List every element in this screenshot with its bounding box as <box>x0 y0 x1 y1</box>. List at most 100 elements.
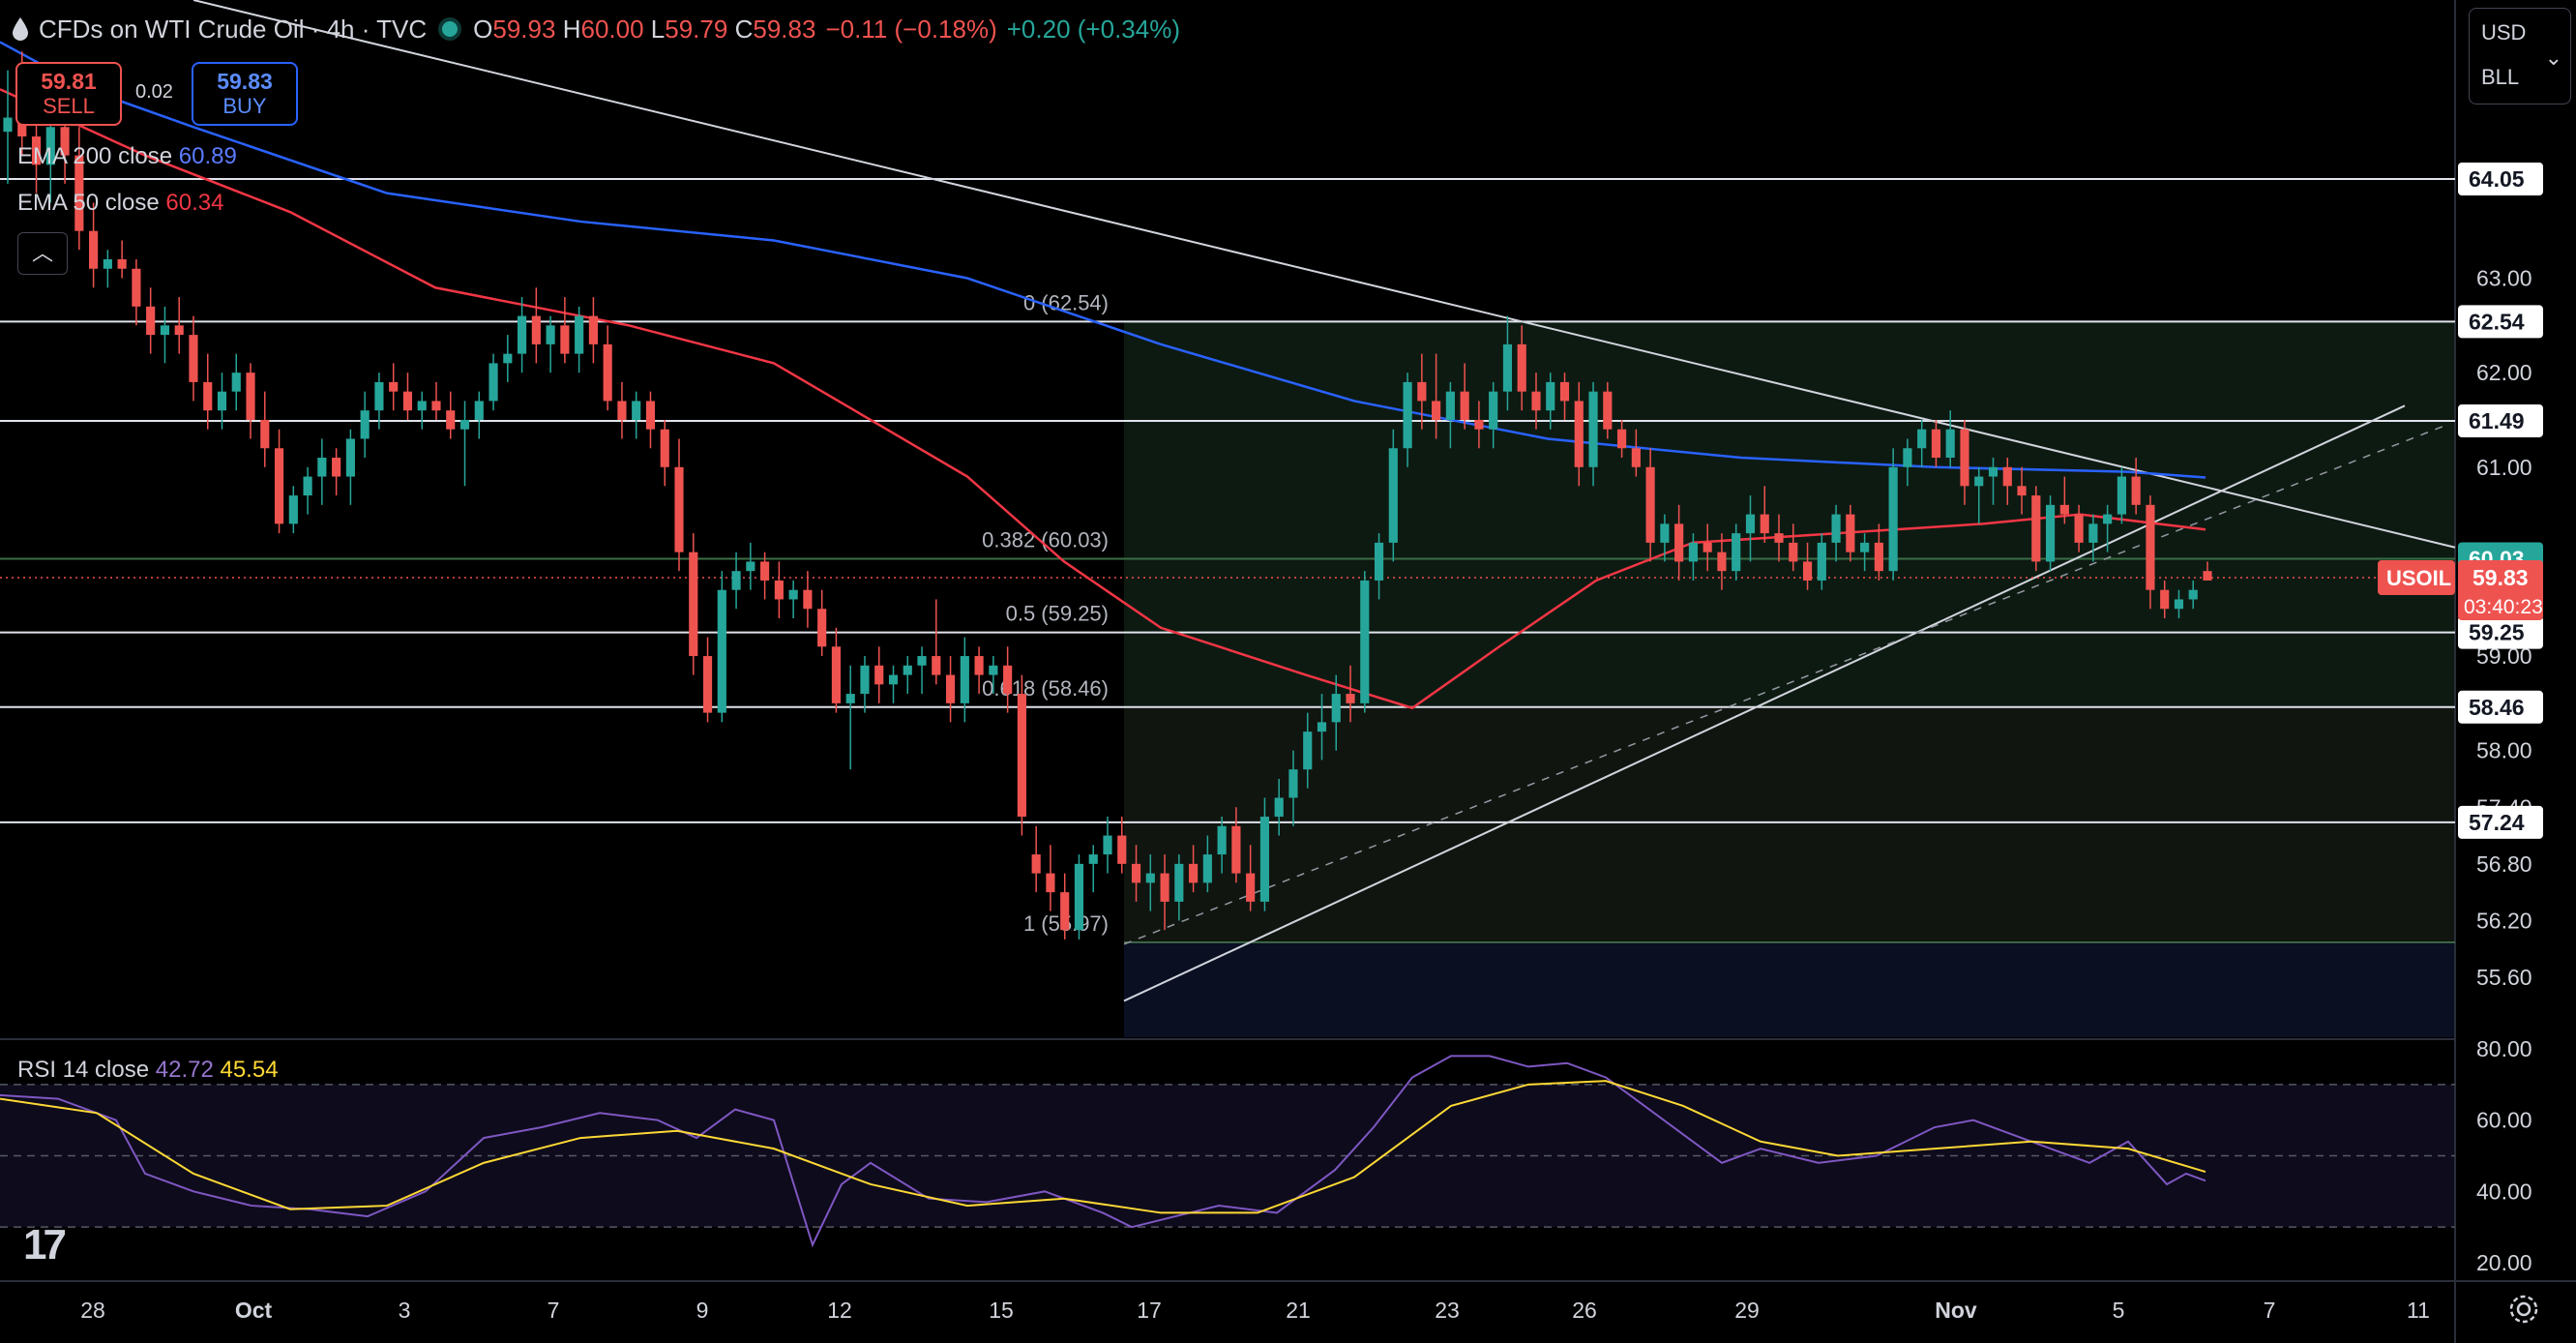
currency-unit-selector[interactable]: USD BLL ⌄ <box>2469 8 2571 104</box>
candle-body <box>1745 514 1756 534</box>
candle-body <box>518 315 527 354</box>
candle-body <box>1031 854 1041 874</box>
fib-label: 0.5 (59.25) <box>1006 602 1109 626</box>
buy-button[interactable]: 59.83 BUY <box>192 62 298 126</box>
candle-body <box>1717 552 1727 572</box>
fib-zone-lower <box>1124 706 2455 942</box>
candle-body <box>3 117 13 133</box>
candle-body <box>989 665 998 675</box>
candle-body <box>2074 514 2084 543</box>
candle-body <box>217 391 227 411</box>
rsi-axis-tick: 60.00 <box>2476 1108 2532 1133</box>
chevron-down-icon: ⌄ <box>2544 45 2562 70</box>
candle-body <box>817 609 827 647</box>
candle-body <box>1374 542 1384 581</box>
candle-body <box>1631 448 1641 467</box>
candle-body <box>2045 504 2056 562</box>
price-level-badge <box>2458 163 2543 195</box>
candle-body <box>1559 381 1570 402</box>
candle-body <box>1688 542 1698 562</box>
collapse-legend-button[interactable]: ︿ <box>17 232 68 275</box>
candle-body <box>1432 401 1441 420</box>
price-axis-tick: 56.20 <box>2476 908 2532 933</box>
candle-body <box>1588 391 1598 467</box>
candle-body <box>1360 580 1370 703</box>
candle-body <box>845 694 855 703</box>
candle-body <box>1517 343 1526 392</box>
candle-body <box>74 155 84 231</box>
candle-body <box>1774 533 1784 543</box>
ema200-legend[interactable]: EMA 200 close 60.89 <box>17 143 237 169</box>
candle-body <box>1331 694 1341 723</box>
candle-body <box>531 315 541 344</box>
spread-value: 0.02 <box>135 81 173 103</box>
price-level-label: 62.54 <box>2469 309 2525 334</box>
candle-body <box>2088 523 2098 543</box>
candle-body <box>2188 589 2198 600</box>
rsi-axis-tick: 20.00 <box>2476 1250 2532 1275</box>
candle-body <box>446 410 456 430</box>
candle-body <box>1703 542 1712 552</box>
tradingview-logo[interactable]: 17 <box>23 1221 67 1268</box>
ema50-legend[interactable]: EMA 50 close 60.34 <box>17 190 224 216</box>
candle-body <box>89 230 99 269</box>
candle-body <box>417 401 427 411</box>
symbol-badge <box>2378 560 2455 596</box>
candle-body <box>303 476 312 496</box>
candle-body <box>231 373 241 392</box>
candle-body <box>1645 466 1655 543</box>
candle-body <box>2131 476 2141 505</box>
candle-body <box>146 306 156 336</box>
oil-drop-icon <box>13 17 28 41</box>
candle-body <box>132 268 141 307</box>
candle-body <box>45 127 55 165</box>
price-level-label: 58.46 <box>2469 695 2525 720</box>
time-axis-tick: 3 <box>399 1298 411 1323</box>
candle-body <box>731 571 741 590</box>
price-level-badge <box>2458 305 2543 339</box>
price-level-badge <box>2458 690 2543 724</box>
candle-body <box>60 127 70 156</box>
candle-body <box>389 381 399 392</box>
time-axis-tick: 21 <box>1286 1298 1311 1323</box>
candle-body <box>831 646 842 703</box>
time-axis-tick: 28 <box>80 1298 105 1323</box>
unit-label: BLL <box>2481 65 2520 89</box>
candle-body <box>1303 731 1313 770</box>
fib-label: 0.618 (58.46) <box>982 676 1109 701</box>
price-level-badge <box>2458 615 2543 649</box>
candle-body <box>660 429 669 467</box>
candle-body <box>860 665 870 695</box>
symbol-title[interactable]: CFDs on WTI Crude Oil · 4h · TVC <box>39 14 428 44</box>
dashed-channel-line <box>1123 424 2448 945</box>
candle-body <box>1831 514 1841 543</box>
candle-body <box>31 136 42 165</box>
candle-body <box>1103 835 1112 855</box>
candle-body <box>1074 863 1084 931</box>
candle-body <box>1017 694 1026 818</box>
candle-body <box>1445 391 1455 420</box>
chart-header: CFDs on WTI Crude Oil · 4h · TVC O59.93 … <box>12 10 1180 48</box>
price-axis-tick: 58.00 <box>2476 738 2532 763</box>
gear-icon[interactable] <box>2507 1293 2540 1326</box>
time-axis-tick: 29 <box>1734 1298 1760 1323</box>
candle-body <box>1903 448 1912 467</box>
candle-body <box>960 656 969 703</box>
ohlc-readout: O59.93 H60.00 L59.79 C59.83 <box>473 14 816 44</box>
candle-body <box>2002 466 2012 487</box>
candle-body <box>503 353 513 364</box>
price-level-label: 64.05 <box>2469 166 2525 192</box>
candle-body <box>546 325 555 344</box>
candle-body <box>2174 599 2184 610</box>
candle-body <box>1489 391 1498 430</box>
time-axis-tick: Oct <box>235 1298 273 1323</box>
sell-button[interactable]: 59.81 SELL <box>15 62 122 126</box>
candle-body <box>788 589 798 600</box>
candle-body <box>1474 419 1484 430</box>
candle-body <box>345 438 355 477</box>
candle-body <box>2031 495 2041 562</box>
rsi-legend[interactable]: RSI 14 close 42.72 45.54 <box>17 1057 279 1083</box>
fib-label: 0.382 (60.03) <box>982 527 1109 552</box>
candle-body <box>1674 523 1684 562</box>
